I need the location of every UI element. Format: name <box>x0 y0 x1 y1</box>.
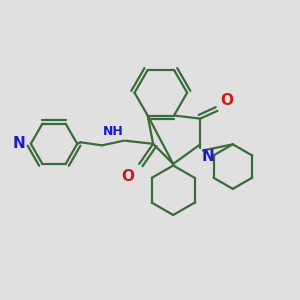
Text: NH: NH <box>103 125 124 138</box>
Text: N: N <box>13 136 25 151</box>
Text: O: O <box>220 93 233 108</box>
Text: O: O <box>122 169 134 184</box>
Text: N: N <box>202 148 214 164</box>
